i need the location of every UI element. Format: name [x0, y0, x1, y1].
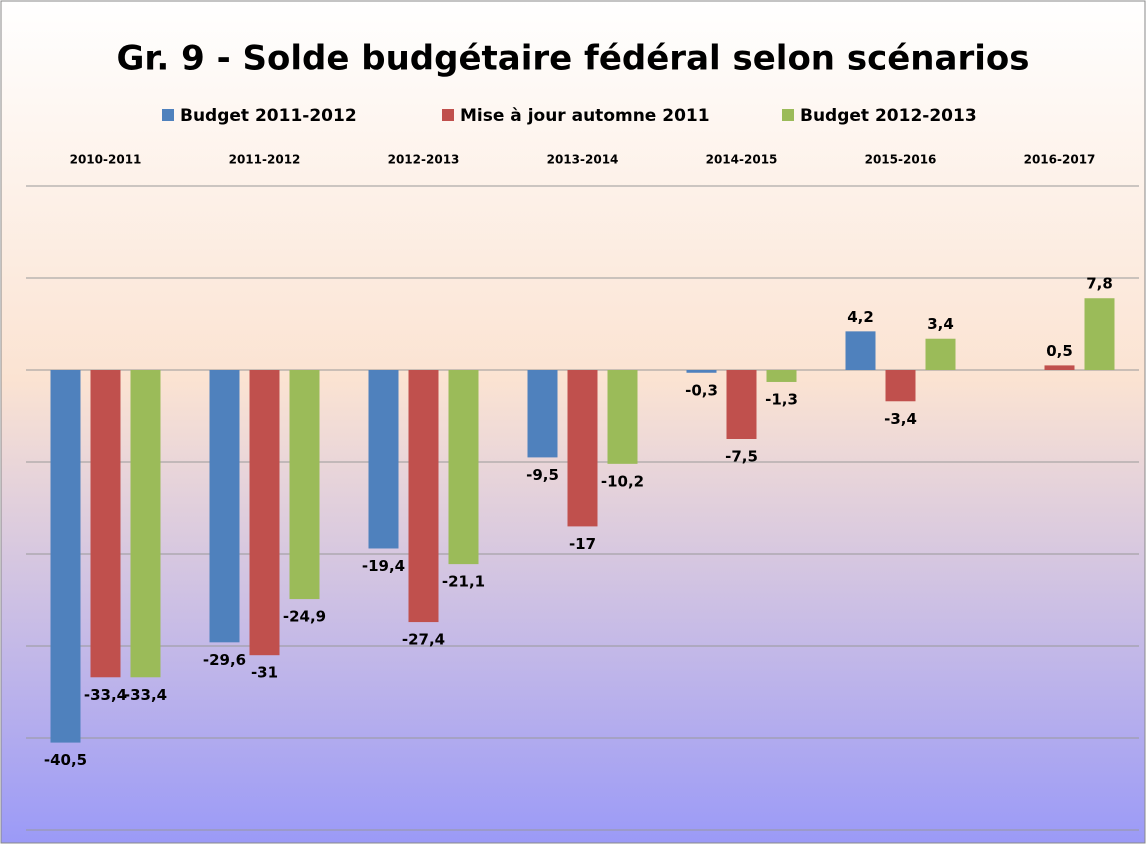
data-label: -33,4 [84, 686, 127, 704]
bar [448, 370, 479, 565]
x-tick-label: 2013-2014 [547, 153, 619, 167]
x-tick-label: 2010-2011 [70, 153, 142, 167]
x-tick-label: 2015-2016 [865, 153, 937, 167]
data-label: -40,5 [44, 751, 87, 769]
bar [925, 338, 956, 370]
data-label: -27,4 [402, 631, 445, 649]
bar [567, 370, 598, 527]
bar [607, 370, 638, 464]
bar [766, 370, 797, 382]
bar [686, 370, 717, 373]
data-label: -17 [569, 535, 596, 553]
data-label: 3,4 [927, 315, 954, 333]
data-label: 7,8 [1086, 275, 1113, 293]
data-label: -31 [251, 664, 278, 682]
legend-swatch [782, 109, 794, 121]
bar [50, 370, 81, 743]
legend-swatch [162, 109, 174, 121]
data-label: -29,6 [203, 651, 246, 669]
data-label: -19,4 [362, 557, 405, 575]
data-label: -33,4 [124, 686, 167, 704]
bar [1084, 298, 1115, 370]
bar [408, 370, 439, 623]
legend-label: Budget 2012-2013 [800, 106, 977, 126]
data-label: -10,2 [601, 472, 644, 490]
bar [90, 370, 121, 678]
x-tick-label: 2012-2013 [388, 153, 460, 167]
x-tick-label: 2014-2015 [706, 153, 778, 167]
data-label: -1,3 [765, 390, 798, 408]
bar [527, 370, 558, 458]
data-label: -3,4 [884, 410, 917, 428]
legend: Budget 2011-2012 Mise à jour automne 2011… [162, 106, 977, 126]
data-label: -7,5 [725, 448, 758, 466]
bar [1044, 365, 1075, 370]
data-label: -0,3 [685, 381, 718, 399]
x-tick-label: 2016-2017 [1024, 153, 1096, 167]
bar [249, 370, 280, 656]
bar [845, 331, 876, 370]
bar [289, 370, 320, 600]
bar [130, 370, 161, 678]
legend-swatch [442, 109, 454, 121]
x-tick-label: 2011-2012 [229, 153, 301, 167]
data-label: -9,5 [526, 466, 559, 484]
legend-label: Budget 2011-2012 [180, 106, 357, 126]
bar [209, 370, 240, 643]
data-label: -21,1 [442, 573, 485, 591]
data-label: 0,5 [1046, 342, 1073, 360]
data-label: -24,9 [283, 608, 326, 626]
chart-title: Gr. 9 - Solde budgétaire fédéral selon s… [117, 39, 1030, 79]
bar [368, 370, 399, 549]
data-label: 4,2 [847, 308, 874, 326]
legend-label: Mise à jour automne 2011 [460, 106, 710, 126]
bar [885, 370, 916, 402]
bar [726, 370, 757, 439]
